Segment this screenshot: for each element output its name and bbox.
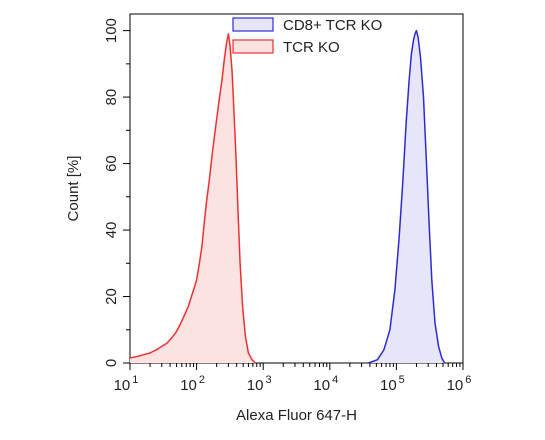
series-fill-1 <box>130 33 256 364</box>
series-layer <box>129 29 446 364</box>
legend-swatch-0 <box>232 17 274 32</box>
x-axis-title: Alexa Fluor 647-H <box>236 407 357 424</box>
series-line-1 <box>129 33 256 364</box>
y-axis-title: Count [%] <box>65 156 82 222</box>
y-tick-label: 40 <box>103 222 120 239</box>
x-tick-label: 10 5 <box>380 374 405 394</box>
x-tick-label: 10 4 <box>313 374 338 394</box>
y-tick-label: 20 <box>103 288 120 305</box>
series-fill-0 <box>368 30 445 363</box>
axes: 10 1 10 2 10 3 10 4 10 5 10 6 0 20 40 60 80 100 <box>103 18 471 394</box>
series-line-0 <box>368 29 446 364</box>
legend-label-0: CD8+ TCR KO <box>283 17 382 34</box>
x-tick-label: 10 2 <box>180 374 205 394</box>
x-tick-label: 10 6 <box>447 374 472 394</box>
y-tick-label: 80 <box>103 89 120 106</box>
y-tick-label: 60 <box>103 155 120 172</box>
legend-swatch-1 <box>232 39 274 54</box>
x-tick-label: 10 1 <box>114 374 139 394</box>
legend: CD8+ TCR KO TCR KO <box>232 17 382 56</box>
legend-label-1: TCR KO <box>283 39 340 56</box>
y-tick-label: 0 <box>103 359 120 367</box>
x-tick-label: 10 3 <box>247 374 272 394</box>
y-tick-label: 100 <box>103 18 120 43</box>
